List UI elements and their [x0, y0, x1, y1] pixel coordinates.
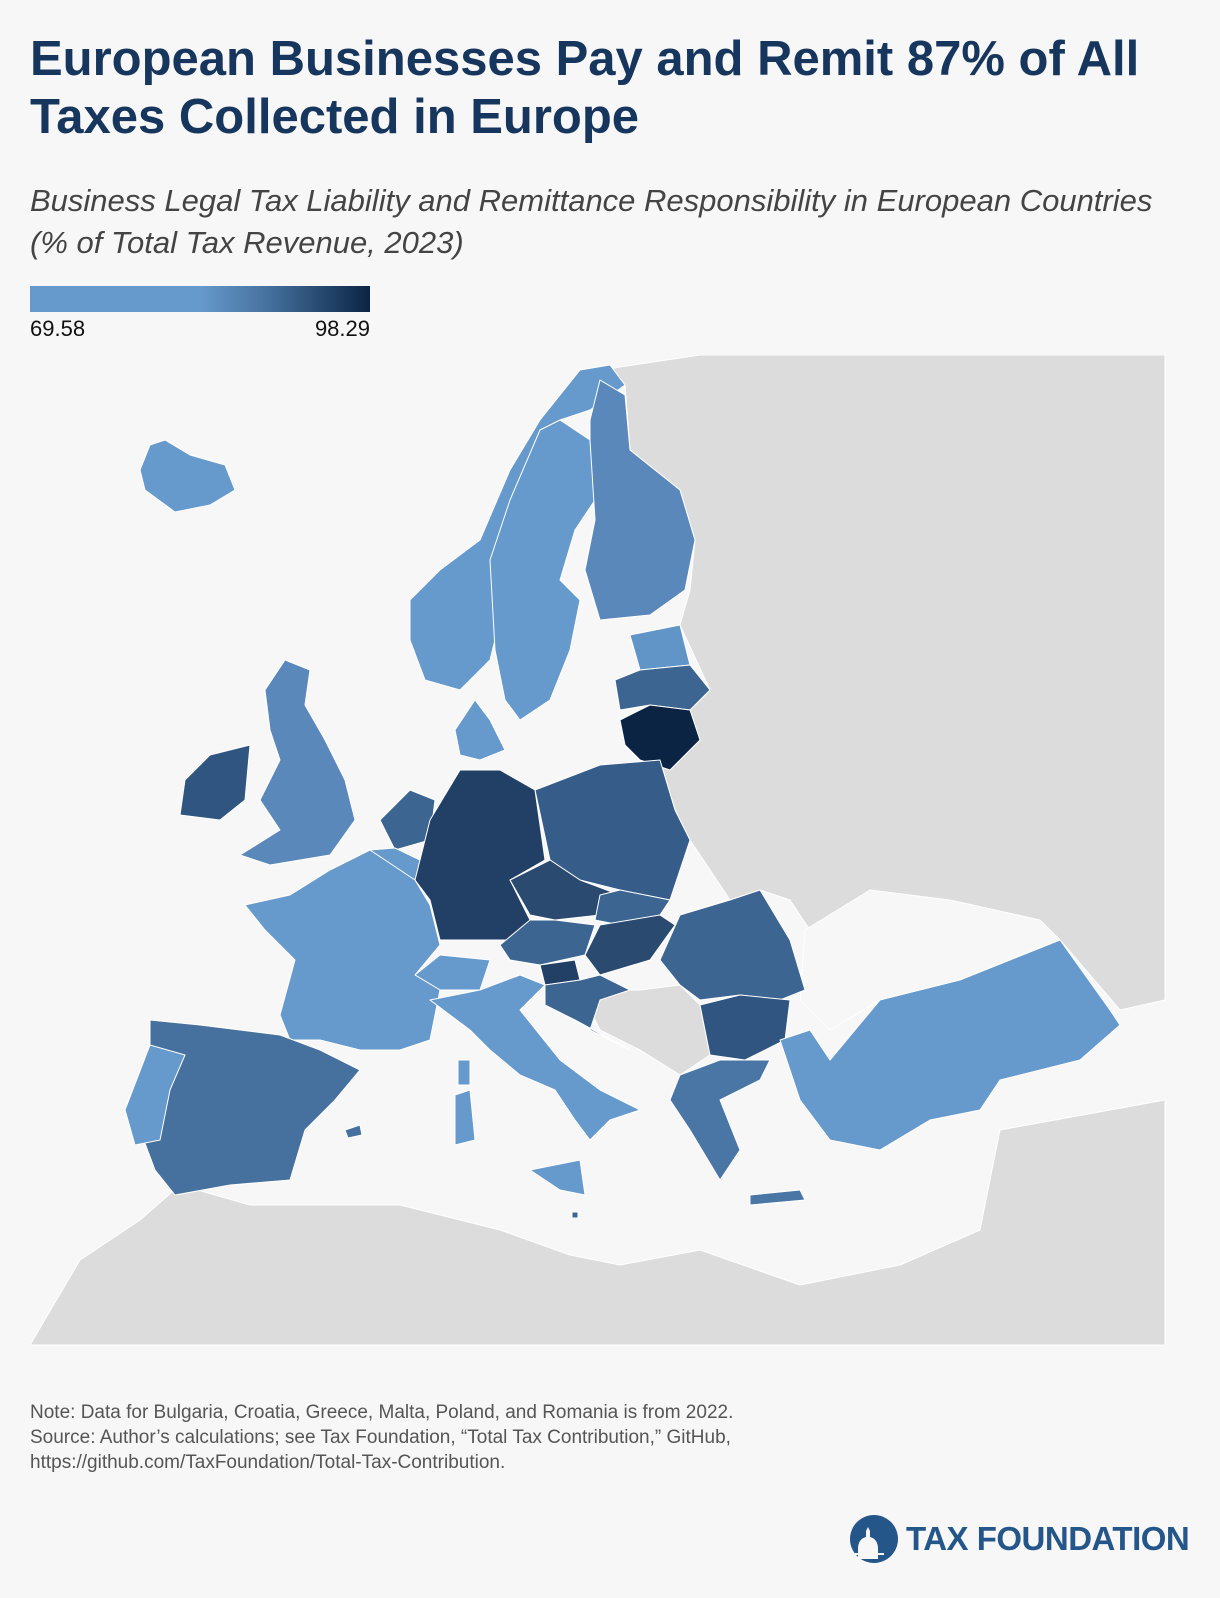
legend-color-scale [30, 286, 370, 312]
country-greece-crete [749, 1189, 806, 1206]
country-ireland [179, 744, 251, 821]
capitol-dome-icon [850, 1515, 898, 1563]
country-austria [499, 919, 596, 966]
europe-choropleth-map [30, 355, 1166, 1346]
legend-min-label: 69.58 [30, 316, 86, 341]
country-hungary [584, 914, 676, 976]
country-italy-sardinia [454, 1089, 476, 1146]
country-italy-sicily [529, 1159, 586, 1196]
north-africa-middle-east-land [30, 1099, 1166, 1346]
page-subtitle: Business Legal Tax Liability and Remitta… [30, 183, 1153, 260]
source-text: Source: Author’s calculations; see Tax F… [30, 1427, 731, 1448]
country-portugal [124, 1044, 186, 1146]
country-latvia [614, 664, 711, 711]
country-estonia [629, 624, 691, 671]
note-text: Note: Data for Bulgaria, Croatia, Greece… [30, 1402, 734, 1423]
country-denmark [454, 699, 506, 761]
country-greece [669, 1059, 771, 1181]
country-italy [429, 974, 641, 1141]
country-spain [139, 1019, 361, 1196]
country-italy-corsica [457, 1059, 471, 1086]
country-romania [659, 889, 806, 1001]
source-link[interactable]: https://github.com/TaxFoundation/Total-T… [30, 1452, 506, 1473]
country-germany [414, 769, 546, 941]
country-bulgaria [699, 994, 791, 1061]
country-sweden [489, 419, 596, 721]
country-united-kingdom [239, 659, 356, 866]
country-croatia [544, 974, 631, 1051]
tax-foundation-logo: TAX FOUNDATION [850, 1515, 1190, 1563]
country-finland [584, 379, 696, 621]
country-spain-balearic-islands [344, 1124, 363, 1139]
logo-text: TAX FOUNDATION [906, 1520, 1190, 1557]
country-lithuania [619, 704, 701, 771]
country-malta [571, 1211, 579, 1219]
footnote: Note: Data for Bulgaria, Croatia, Greece… [30, 1400, 1130, 1475]
legend-max-label: 98.29 [314, 316, 370, 341]
country-turkey [779, 939, 1121, 1151]
country-iceland [139, 439, 236, 513]
country-france [244, 849, 441, 1051]
page-title: European Businesses Pay and Remit 87% of… [30, 32, 1140, 144]
